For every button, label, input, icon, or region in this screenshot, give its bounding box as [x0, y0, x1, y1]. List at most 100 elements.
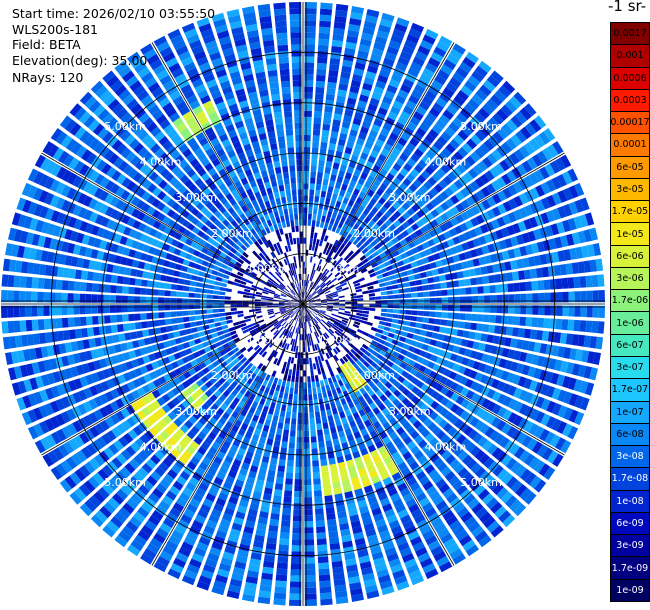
ray-gate — [513, 181, 523, 193]
ray-gate — [527, 230, 536, 242]
ray-gate — [440, 532, 453, 544]
ray-gate — [449, 99, 462, 111]
ray-gate — [526, 305, 533, 315]
ray-gate — [324, 314, 331, 318]
ray-gate — [456, 434, 467, 445]
ray-gate — [324, 332, 330, 339]
ray-gate — [313, 123, 321, 130]
ray-gate — [353, 68, 365, 77]
ray-gate — [528, 172, 540, 185]
ray-gate — [189, 440, 200, 450]
ray-gate — [309, 281, 313, 288]
ray-gate — [374, 288, 381, 293]
ray-gate — [227, 350, 235, 357]
ray-gate — [285, 316, 291, 321]
ray-gate — [538, 131, 551, 145]
ray-gate — [322, 123, 331, 131]
ray-gate — [228, 496, 239, 505]
ray-gate — [388, 394, 397, 403]
ray-gate — [198, 575, 212, 585]
ray-gate — [183, 322, 191, 329]
ray-gate — [215, 574, 228, 584]
ray-gate — [470, 134, 482, 146]
ray-gate — [334, 444, 342, 452]
ray-gate — [355, 403, 363, 412]
ray-gate — [312, 292, 317, 297]
ray-gate — [404, 315, 412, 321]
ray-gate — [173, 270, 181, 277]
ray-gate — [354, 248, 361, 256]
ray-gate — [405, 498, 417, 508]
ray-gate — [495, 284, 502, 293]
ray-gate — [316, 343, 320, 350]
ray-gate — [164, 304, 171, 311]
ray-gate — [182, 292, 189, 298]
ray-gate — [309, 327, 313, 334]
ray-gate — [475, 383, 485, 394]
ray-gate — [532, 293, 539, 303]
ray-gate — [331, 407, 338, 415]
ray-gate — [315, 189, 321, 197]
ray-gate — [466, 138, 478, 150]
ray-gate — [372, 377, 380, 385]
ray-gate — [171, 464, 182, 475]
ray-gate — [474, 226, 483, 236]
ray-gate — [446, 361, 455, 370]
ray-gate — [222, 373, 230, 381]
ray-gate — [367, 365, 375, 372]
ray-gate — [406, 121, 418, 132]
ray-gate — [231, 572, 244, 582]
ray-gate — [458, 175, 469, 186]
ray-gate — [257, 596, 271, 605]
ray-gate — [315, 324, 320, 331]
ray-gate — [398, 288, 406, 294]
ray-gate — [421, 443, 432, 454]
ray-gate — [317, 435, 324, 443]
ray-gate — [393, 299, 400, 304]
ray-gate — [400, 132, 411, 142]
ray-gate — [304, 128, 312, 136]
ray-gate — [121, 420, 132, 431]
ray-gate — [243, 417, 251, 426]
ray-gate — [328, 205, 335, 212]
ray-gate — [539, 343, 548, 354]
ray-gate — [160, 326, 167, 334]
ray-gate — [110, 324, 118, 334]
ray-gate — [280, 526, 290, 534]
ray-gate — [430, 354, 438, 363]
ray-gate — [452, 345, 461, 354]
ray-gate — [349, 358, 356, 365]
ray-gate — [440, 466, 452, 477]
ray-gate — [554, 359, 563, 372]
ray-gate — [312, 311, 318, 316]
ray-gate — [247, 337, 254, 343]
ray-gate — [295, 345, 299, 352]
ray-gate — [243, 359, 251, 367]
ray-gate — [467, 75, 481, 87]
ray-gate — [345, 41, 357, 50]
ray-gate — [456, 484, 468, 496]
ray-gate — [291, 551, 302, 558]
ray-gate — [413, 253, 422, 260]
ray-gate — [304, 472, 312, 480]
ray-gate — [166, 452, 177, 463]
ray-gate — [313, 208, 318, 215]
ray-gate — [214, 281, 222, 286]
ray-gate — [347, 135, 357, 143]
ray-gate — [408, 183, 418, 193]
ray-gate — [546, 400, 557, 413]
ray-gate — [68, 329, 77, 340]
ray-gate — [303, 261, 305, 268]
ray-gate — [469, 249, 478, 258]
ray-gate — [328, 351, 333, 358]
ray-gate — [505, 138, 517, 151]
ray-gate — [472, 432, 483, 444]
ray-gate — [115, 295, 122, 303]
ray-gate — [304, 563, 316, 570]
ray-gate — [465, 544, 479, 557]
ray-gate — [368, 219, 376, 228]
ray-gate — [320, 459, 328, 467]
ray-gate — [286, 309, 293, 313]
ray-gate — [61, 426, 72, 439]
ray-gate — [387, 487, 398, 497]
